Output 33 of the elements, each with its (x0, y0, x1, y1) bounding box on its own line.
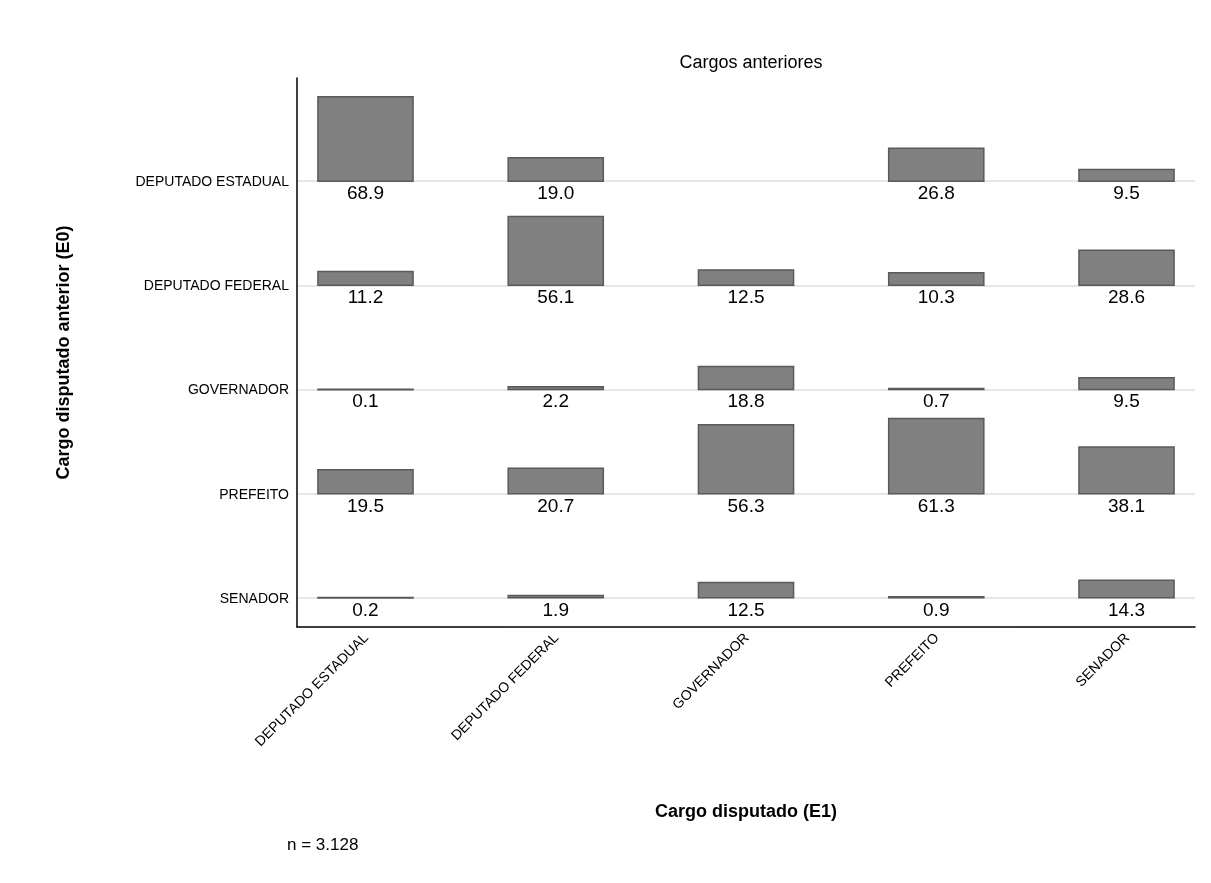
y-tick-label: DEPUTADO ESTADUAL (135, 173, 290, 190)
data-label: 0.7 (923, 390, 950, 412)
data-label: 0.2 (352, 598, 379, 620)
data-label: 1.9 (542, 598, 569, 620)
data-label: 61.3 (917, 494, 955, 516)
data-label: 26.8 (917, 182, 955, 204)
data-label: 9.5 (1113, 390, 1140, 412)
data-label: 11.2 (347, 286, 384, 308)
y-tick-label: DEPUTADO FEDERAL (143, 277, 290, 294)
data-label: 18.8 (727, 390, 765, 412)
data-label: 19.0 (537, 182, 575, 204)
x-axis-title: Cargo disputado (E1) (654, 801, 838, 821)
data-label: 0.9 (923, 598, 950, 620)
data-label: 12.5 (727, 286, 765, 308)
data-label: 2.2 (542, 390, 569, 412)
data-label: 56.1 (537, 286, 575, 308)
data-label: 19.5 (347, 494, 384, 516)
data-label: 20.7 (537, 494, 575, 516)
data-label: 9.5 (1113, 182, 1140, 204)
data-label: 0.1 (352, 390, 379, 412)
data-label: 28.6 (1108, 286, 1145, 308)
text: n = 3.128 (287, 835, 359, 854)
data-label: 38.1 (1108, 494, 1145, 516)
y-tick-label: SENADOR (219, 589, 289, 606)
data-label: 68.9 (347, 182, 384, 204)
data-label: 12.5 (727, 598, 765, 620)
data-label: 10.3 (917, 286, 955, 308)
data-label: 14.3 (1108, 598, 1145, 620)
y-tick-label: GOVERNADOR (187, 381, 289, 398)
chart-title: Cargos anteriores (679, 52, 823, 72)
data-label: 56.3 (727, 494, 765, 516)
y-axis-title: Cargo disputado anterior (E0) (53, 225, 73, 480)
y-tick-label: PREFEITO (219, 485, 290, 502)
